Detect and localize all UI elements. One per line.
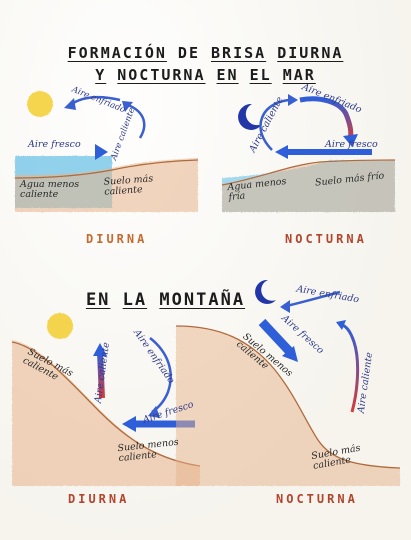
beach-ground-night [222, 160, 395, 212]
downslope-cool-arrow [258, 318, 294, 356]
sea-night-panel [221, 94, 396, 212]
sun [27, 91, 53, 117]
mountain-slope-night [176, 326, 400, 486]
rising-hot-arrow [339, 322, 360, 413]
title-word: EN [216, 66, 239, 84]
night-rising-arrow [259, 98, 293, 151]
upslope-hot-arrow [97, 351, 105, 399]
sun-mountain [47, 313, 73, 339]
rising-air-arrow [127, 103, 146, 139]
night-top-arrow [299, 96, 354, 141]
mountain-day-panel [11, 313, 201, 486]
section-word: LA [122, 290, 148, 310]
sea-night-cool-air: Aire fresco [325, 139, 378, 150]
title-line-1: FORMACIÓN DE BRISA DIURNA [0, 44, 411, 62]
title-word: DE [177, 44, 200, 62]
title-word: EL [249, 66, 272, 84]
title-line-2: Y NOCTURNA EN EL MAR [0, 66, 411, 84]
title-word: NOCTURNA [117, 66, 206, 84]
cooled-descending-arrow [149, 337, 172, 414]
sea-day-water: Agua menos caliente [20, 179, 80, 201]
section-title: EN LA MONTAÑA [0, 290, 371, 310]
sea-day-cool-air: Aire fresco [28, 139, 81, 150]
mountain-night-panel [175, 279, 401, 486]
moon [238, 103, 262, 130]
moon-mountain [255, 279, 276, 304]
sea-night-label: NOCTURNA [285, 232, 367, 246]
beach-ground [15, 158, 198, 212]
sea-day-label: DIURNA [86, 232, 148, 246]
mountain-night-label: NOCTURNA [276, 492, 358, 506]
title-word: FORMACIÓN [67, 44, 167, 62]
section-word: MONTAÑA [159, 290, 246, 310]
title-word: MAR [282, 66, 316, 84]
mountain-slope-day [12, 340, 200, 486]
title-word: BRISA [211, 44, 267, 62]
mountain-day-label: DIURNA [68, 492, 130, 506]
sea-day-panel [14, 91, 199, 212]
title-word: DIURNA [277, 44, 344, 62]
section-word: EN [85, 290, 111, 310]
title-word: Y [95, 66, 107, 84]
